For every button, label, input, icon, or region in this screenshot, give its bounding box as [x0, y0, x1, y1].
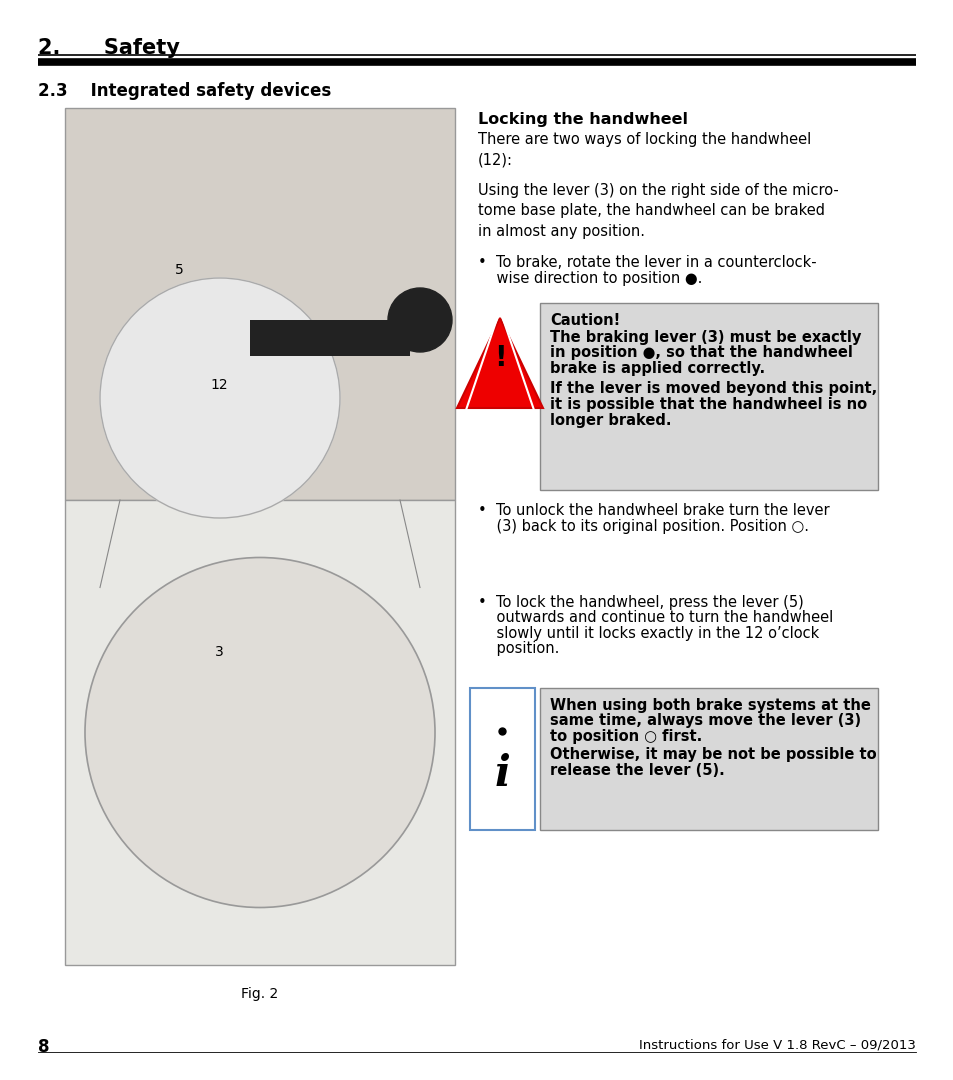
Text: in position ●, so that the handwheel: in position ●, so that the handwheel	[550, 346, 852, 361]
Text: same time, always move the lever (3): same time, always move the lever (3)	[550, 714, 861, 729]
Text: it is possible that the handwheel is no: it is possible that the handwheel is no	[550, 397, 866, 411]
Text: slowly until it locks exactly in the 12 o’clock: slowly until it locks exactly in the 12 …	[477, 626, 819, 642]
Text: outwards and continue to turn the handwheel: outwards and continue to turn the handwh…	[477, 610, 832, 625]
Text: 5: 5	[174, 264, 184, 276]
Bar	[539, 303, 877, 490]
Text: Instructions for Use V 1.8 RevC – 09/2013: Instructions for Use V 1.8 RevC – 09/201…	[639, 1038, 915, 1051]
Text: 3: 3	[214, 645, 224, 659]
Text: There are two ways of locking the handwheel
(12):: There are two ways of locking the handwh…	[477, 132, 810, 167]
Text: •  To unlock the handwheel brake turn the lever: • To unlock the handwheel brake turn the…	[477, 503, 829, 518]
Bar	[539, 688, 877, 831]
Text: Using the lever (3) on the right side of the micro-
tome base plate, the handwhe: Using the lever (3) on the right side of…	[477, 183, 838, 239]
Text: brake is applied correctly.: brake is applied correctly.	[550, 361, 764, 376]
Text: If the lever is moved beyond this point,: If the lever is moved beyond this point,	[550, 381, 877, 396]
Bar	[470, 688, 535, 831]
Text: Fig. 2: Fig. 2	[241, 987, 278, 1001]
Text: Caution!: Caution!	[550, 313, 619, 328]
Text: Locking the handwheel: Locking the handwheel	[477, 112, 687, 127]
Text: position.: position.	[477, 642, 558, 657]
Text: The braking lever (3) must be exactly: The braking lever (3) must be exactly	[550, 330, 861, 345]
Text: i: i	[494, 753, 510, 795]
Text: •  To lock the handwheel, press the lever (5): • To lock the handwheel, press the lever…	[477, 595, 803, 610]
Text: 2.3    Integrated safety devices: 2.3 Integrated safety devices	[38, 82, 331, 100]
Circle shape	[85, 557, 435, 907]
Text: Otherwise, it may be not be possible to: Otherwise, it may be not be possible to	[550, 747, 876, 762]
Text: to position ○ first.: to position ○ first.	[550, 729, 701, 744]
Text: (3) back to its original position. Position ○.: (3) back to its original position. Posit…	[477, 518, 808, 534]
Text: When using both brake systems at the: When using both brake systems at the	[550, 698, 870, 713]
Polygon shape	[456, 318, 542, 408]
Text: wise direction to position ●.: wise direction to position ●.	[477, 270, 701, 285]
Text: longer braked.: longer braked.	[550, 413, 671, 428]
Text: •  To brake, rotate the lever in a counterclock-: • To brake, rotate the lever in a counte…	[477, 255, 816, 270]
Circle shape	[100, 278, 339, 518]
Bar	[250, 320, 410, 356]
Text: !: !	[493, 345, 506, 372]
Bar	[65, 108, 455, 500]
Text: 8: 8	[38, 1038, 50, 1056]
Text: 12: 12	[210, 378, 228, 392]
Text: 2.      Safety: 2. Safety	[38, 38, 180, 58]
Text: release the lever (5).: release the lever (5).	[550, 762, 724, 778]
Bar	[65, 500, 455, 966]
Circle shape	[388, 288, 452, 352]
